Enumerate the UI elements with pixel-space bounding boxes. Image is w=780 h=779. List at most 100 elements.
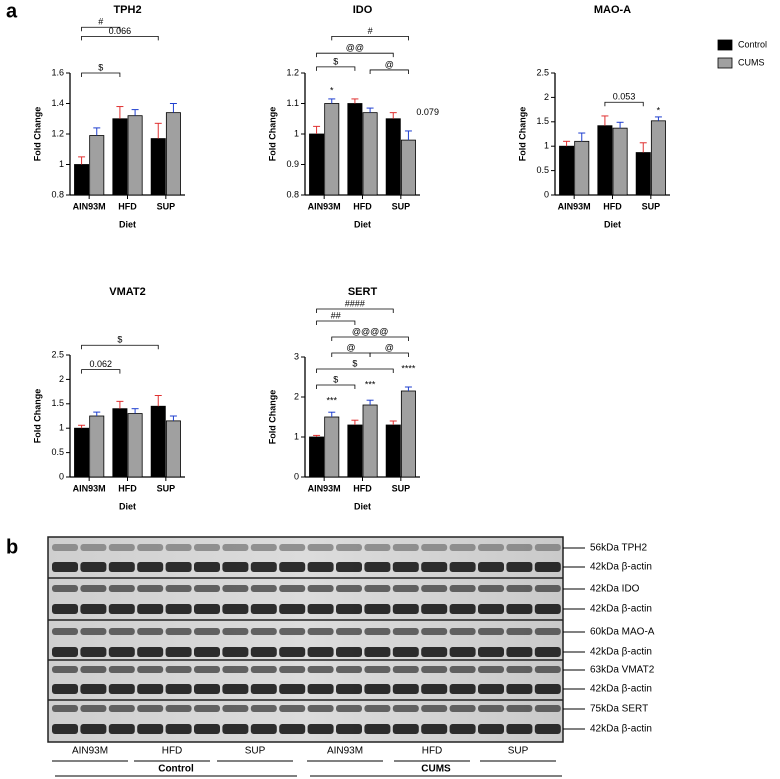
blot-band (478, 544, 504, 551)
group-label: CUMS (421, 764, 451, 775)
blot-band (392, 604, 419, 614)
blot-band (421, 585, 448, 592)
bar (324, 103, 340, 196)
y-tick-label: 0.9 (286, 159, 299, 169)
significance-bracket (316, 308, 394, 313)
blot-band (137, 647, 164, 657)
blot-band (279, 724, 306, 734)
blot-band (478, 705, 504, 712)
blot-band (307, 705, 334, 712)
significance-label: $ (98, 62, 103, 72)
blot-band (364, 544, 391, 551)
blot-band (250, 647, 277, 657)
blot-band (392, 544, 419, 551)
blot-band (250, 544, 277, 551)
blot-band (137, 544, 164, 551)
blot-band (165, 647, 192, 657)
blot-band (108, 562, 135, 572)
band-label: 42kDa β-actin (590, 604, 652, 615)
band-label: 42kDa β-actin (590, 724, 652, 735)
blot-band (279, 666, 306, 673)
x-tick-label: HFD (118, 201, 137, 211)
significance-label: @ (385, 342, 394, 352)
significance-label: 0.079 (416, 107, 439, 117)
blot-band (52, 544, 78, 551)
blot-band (194, 562, 220, 572)
blot-band (336, 705, 362, 712)
band-label: 56kDa TPH2 (590, 543, 648, 554)
significance-bracket (81, 344, 159, 350)
blot-band (449, 724, 476, 734)
significance-label: 0.062 (89, 359, 112, 369)
group-label: Control (158, 764, 194, 775)
blot-band (449, 544, 476, 551)
significance-bracket (331, 352, 371, 357)
blot-band (534, 628, 561, 635)
blot-band (80, 604, 107, 614)
blot-band (250, 705, 277, 712)
blot-band (222, 628, 249, 635)
blot-band (108, 647, 135, 657)
y-tick-label: 2.5 (51, 349, 64, 359)
band-label: 42kDa β-actin (590, 647, 652, 658)
blot-band (421, 628, 448, 635)
blot-band (194, 544, 220, 551)
lane-label: AIN93M (327, 746, 363, 757)
blot-band (52, 585, 78, 592)
lane-label: HFD (422, 746, 443, 757)
blot-band (52, 628, 78, 635)
blot-band (506, 604, 533, 614)
blot-band (478, 562, 504, 572)
bar (400, 139, 416, 196)
blot-band (336, 562, 362, 572)
chart-title: SERT (348, 286, 378, 298)
blot-band (250, 628, 277, 635)
significance-label: ## (331, 310, 341, 320)
band-label: 75kDa SERT (590, 704, 648, 715)
band-label: 60kDa MAO-A (590, 627, 655, 638)
significance-bracket (81, 36, 159, 41)
y-tick-label: 1 (294, 128, 299, 138)
blot-band (250, 724, 277, 734)
y-tick-label: 2.5 (536, 67, 549, 77)
significance-bracket (81, 72, 121, 77)
y-tick-label: 1 (59, 423, 64, 433)
blot-band (222, 544, 249, 551)
blot-band (534, 724, 561, 734)
x-tick-label: SUP (157, 483, 176, 493)
y-tick-label: 1.6 (51, 67, 64, 77)
blot-band (279, 684, 306, 694)
blot-band (279, 628, 306, 635)
blot-band (52, 684, 78, 694)
bar (612, 127, 628, 196)
blot-band (449, 666, 476, 673)
blot-band (449, 604, 476, 614)
significance-bracket (331, 36, 409, 41)
bar (362, 112, 378, 196)
bar (362, 404, 378, 478)
chart-title: VMAT2 (109, 286, 145, 298)
bar (127, 115, 143, 196)
blot-band (222, 604, 249, 614)
bar (89, 135, 105, 196)
y-tick-label: 0 (544, 189, 549, 199)
x-tick-label: AIN93M (558, 201, 591, 211)
blot-band (222, 647, 249, 657)
blot-band (108, 684, 135, 694)
significance-label: @ (385, 59, 394, 69)
blot-band (307, 724, 334, 734)
blot-band (364, 562, 391, 572)
blot-band (222, 585, 249, 592)
blot-band (478, 647, 504, 657)
bar (150, 138, 166, 196)
blot-band (165, 585, 192, 592)
blot-band (506, 544, 533, 551)
blot-band (336, 585, 362, 592)
significance-bracket (331, 336, 409, 341)
y-tick-label: 0 (59, 471, 64, 481)
x-tick-label: AIN93M (308, 201, 341, 211)
y-tick-label: 2 (59, 374, 64, 384)
chart-title: IDO (353, 4, 373, 16)
blot-band (336, 684, 362, 694)
blot-band (194, 705, 220, 712)
